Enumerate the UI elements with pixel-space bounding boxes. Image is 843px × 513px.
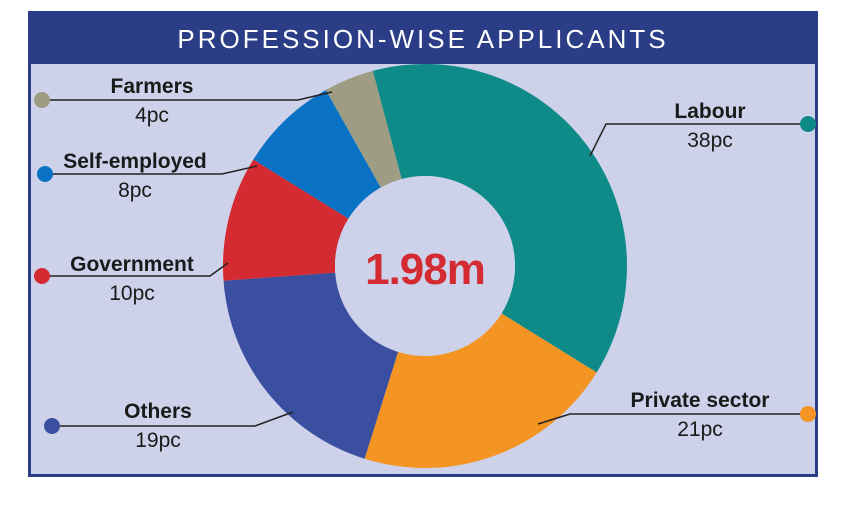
label-value-self-employed: 8pc bbox=[118, 179, 152, 202]
leader-line-farmers bbox=[42, 91, 333, 101]
legend-dot-private-sector bbox=[800, 406, 816, 422]
label-value-others: 19pc bbox=[135, 429, 181, 452]
label-value-farmers: 4pc bbox=[135, 104, 169, 127]
legend-dot-others bbox=[44, 418, 60, 434]
label-name-others: Others bbox=[124, 400, 192, 423]
slice-government bbox=[223, 159, 349, 281]
leader-line-self-employed bbox=[45, 165, 258, 175]
legend-dot-self-employed bbox=[37, 166, 53, 182]
slice-private-sector bbox=[364, 313, 597, 469]
legend-dot-government bbox=[34, 268, 50, 284]
label-name-government: Government bbox=[70, 253, 194, 276]
leader-line-private-sector bbox=[537, 413, 808, 425]
label-name-labour: Labour bbox=[674, 100, 745, 123]
legend-dot-labour bbox=[800, 116, 816, 132]
slice-others bbox=[223, 272, 399, 459]
slice-labour bbox=[372, 64, 627, 373]
slice-self-employed bbox=[253, 90, 381, 219]
label-name-private-sector: Private sector bbox=[631, 389, 770, 412]
chart-title: PROFESSION-WISE APPLICANTS bbox=[177, 23, 669, 54]
label-name-farmers: Farmers bbox=[111, 75, 194, 98]
legend-dot-farmers bbox=[34, 92, 50, 108]
center-label: 1.98m bbox=[365, 245, 485, 294]
label-value-private-sector: 21pc bbox=[677, 418, 723, 441]
title-bar: PROFESSION-WISE APPLICANTS bbox=[31, 14, 815, 64]
donut-hole bbox=[335, 176, 515, 356]
slice-farmers bbox=[325, 70, 402, 188]
leader-line-government bbox=[42, 262, 229, 277]
leader-line-labour bbox=[589, 123, 808, 157]
label-value-government: 10pc bbox=[109, 282, 155, 305]
label-value-labour: 38pc bbox=[687, 129, 733, 152]
leader-line-others bbox=[52, 411, 294, 427]
label-name-self-employed: Self-employed bbox=[63, 150, 207, 173]
